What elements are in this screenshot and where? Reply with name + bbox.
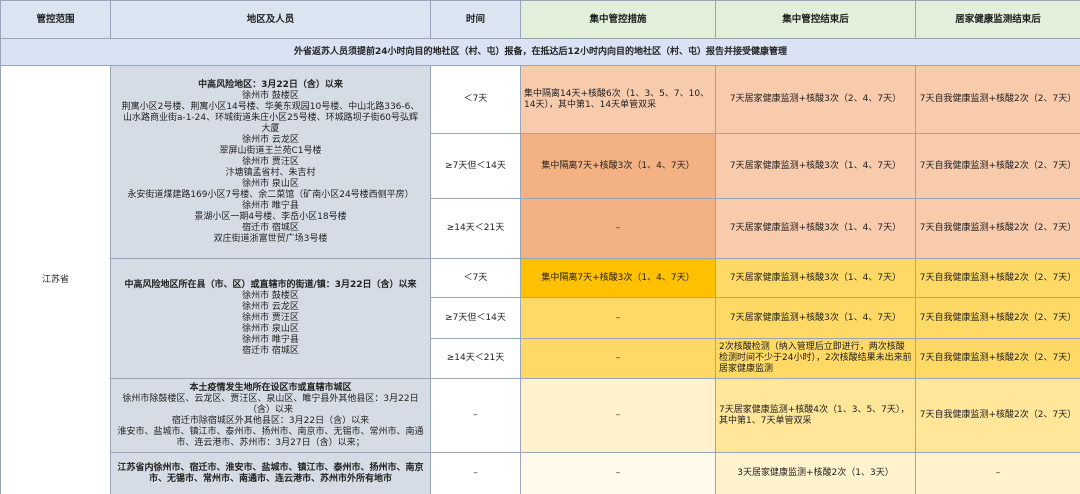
area-line: 徐州市 贾汪区 (242, 313, 299, 323)
home-cell: 7天自我健康监测+核酸2次（2、7天） (915, 338, 1080, 379)
area-line: 徐州市 泉山区 (242, 178, 299, 189)
header-row: 管控范围 地区及人员 时间 集中管控措施 集中管控结束后 居家健康监测结束后 (0, 0, 1080, 39)
area-line: 宿迁市除宿城区外其他县区：3月22日（含）以来 (171, 415, 370, 426)
after-cell: 7天居家健康监测+核酸3次（1、4、7天） (715, 258, 916, 298)
measure-cell: 集中隔离14天+核酸6次（1、3、5、7、10、14天），其中第1、14天单管双… (520, 65, 716, 134)
data-row: 中高风险地区所在县（市、区）或直辖市的街道/镇：3月22日（含）以来 徐州市 鼓楼… (1, 258, 1080, 379)
home-cell: 7天自我健康监测+核酸2次（2、7天） (915, 198, 1080, 259)
data-row: ≥14天＜21天 –2次核酸检测（纳入管理后立即进行，两次核酸检测时间不少于24小… (1, 338, 1080, 379)
area-line: 景湖小区一期4号楼、李岳小区18号楼 (194, 211, 347, 222)
home-cell: 7天自我健康监测+核酸2次（2、7天） (915, 297, 1080, 339)
notice: 外省返苏人员须提前24小时向目的地社区（村、屯）报备，在抵达后12小时内向目的地… (0, 38, 1080, 66)
header-cell: 居家健康监测结束后 (915, 0, 1080, 39)
header-cell: 管控范围 (0, 0, 111, 39)
area-line: 双庄街道浙富世贸广场3号楼 (213, 233, 328, 244)
after-cell: 2次核酸检测（纳入管理后立即进行，两次核酸检测时间不少于24小时），2次核酸结果… (715, 338, 916, 379)
time: ＜7天 (430, 65, 521, 134)
area-line: 徐州市 睢宁县 (242, 335, 299, 345)
time: – (430, 378, 521, 453)
region: 江苏省 (0, 65, 111, 494)
area-line: 宿迁市 宿城区 (242, 222, 299, 233)
area-line: 徐州市 泉山区 (242, 324, 299, 334)
home-cell: 7天自我健康监测+核酸2次（2、7天） (915, 258, 1080, 298)
data-row: ≥14天＜21天 –7天居家健康监测+核酸3次（1、4、7天） 7天自我健康监测+核… (1, 198, 1080, 259)
after-cell: 7天居家健康监测+核酸3次（2、4、7天） (715, 65, 916, 134)
area-line: 本土疫情发生地所在设区市或直辖市城区 (189, 382, 352, 393)
after-cell: 7天居家健康监测+核酸4次（1、3、5、7天），其中第1、7天单管双采 (715, 378, 916, 453)
area-cell: 中高风险地区所在县（市、区）或直辖市的街道/镇：3月22日（含）以来 徐州市 鼓楼… (110, 258, 431, 379)
measure-cell: – (520, 452, 716, 494)
header-cell: 地区及人员 (110, 0, 431, 39)
area-line: 翠屏山街道王兰苑C1号楼 (219, 145, 322, 156)
area-line: 山水路商业街a-1-24、环城街道朱庄小区25号楼、环城路坝子街60号弘辉 (122, 112, 419, 123)
area-line: 永安街道煤建路169小区7号楼、余二菜馆（矿南小区24号楼西侧平房） (127, 189, 414, 200)
measure-cell: – (520, 378, 716, 453)
area-line: 大厦 (261, 123, 280, 134)
data-row: 本土疫情发生地所在设区市或直辖市城区 徐州市除鼓楼区、云龙区、贾汪区、泉山区、睢宁… (1, 378, 1080, 453)
area-line: 徐州市除鼓楼区、云龙区、贾汪区、泉山区、睢宁县外其他县区：3月22日（含）以来 (122, 393, 419, 415)
time: ＜7天 (430, 258, 521, 298)
area-line: 徐州市 鼓楼区 (242, 291, 299, 301)
header-cell: 集中管控措施 (520, 0, 716, 39)
after-cell: 7天居家健康监测+核酸3次（1、4、7天） (715, 133, 916, 199)
time: – (430, 452, 521, 494)
data-row: 江苏省内徐州市、宿迁市、淮安市、盐城市、镇江市、泰州市、扬州市、南京市、无锡市、… (1, 452, 1080, 494)
area-line: 汴塘镇孟省村、朱吉村 (225, 167, 316, 178)
home-cell: 7天自我健康监测+核酸2次（2、7天） (915, 65, 1080, 134)
home-cell: – (915, 452, 1080, 494)
time: ≥14天＜21天 (430, 198, 521, 259)
time: ≥14天＜21天 (430, 338, 521, 379)
area-line: 江苏省内徐州市、宿迁市、淮安市、盐城市、镇江市、泰州市、扬州市、南京市、无锡市、… (117, 462, 424, 484)
measure-cell: – (520, 338, 716, 379)
area-cell: 江苏省内徐州市、宿迁市、淮安市、盐城市、镇江市、泰州市、扬州市、南京市、无锡市、… (110, 452, 431, 494)
area-line: 宿迁市 宿城区 (242, 346, 299, 356)
area-line: 中高风险地区所在县（市、区）或直辖市的街道/镇：3月22日（含）以来 (124, 280, 417, 290)
time: ≥7天但＜14天 (430, 133, 521, 199)
area-line: 徐州市 睢宁县 (242, 200, 299, 211)
area-line: 中高风险地区：3月22日（含）以来 (198, 79, 343, 90)
measure-cell: 集中隔离7天+核酸3次（1、4、7天） (520, 133, 716, 199)
after-cell: 7天居家健康监测+核酸3次（1、4、7天） (715, 297, 916, 339)
home-cell: 7天自我健康监测+核酸2次（2、7天） (915, 133, 1080, 199)
area-line: 徐州市 云龙区 (242, 134, 299, 145)
header-cell: 时间 (430, 0, 521, 39)
area-line: 荆寓小区2号楼、荆寓小区14号楼、华美东观园10号楼、中山北路336-6、 (121, 101, 420, 112)
measure-cell: 集中隔离7天+核酸3次（1、4、7天） (520, 258, 716, 298)
data-row: ≥7天但＜14天 –7天居家健康监测+核酸3次（1、4、7天） 7天自我健康监测+核… (1, 297, 1080, 339)
time: ≥7天但＜14天 (430, 297, 521, 339)
area-line: 徐州市 贾汪区 (242, 156, 299, 167)
area-line: 徐州市 鼓楼区 (242, 90, 299, 101)
notice-row: 外省返苏人员须提前24小时向目的地社区（村、屯）报备，在抵达后12小时内向目的地… (0, 38, 1080, 66)
area-cell: 中高风险地区：3月22日（含）以来 徐州市 鼓楼区 荆寓小区2号楼、荆寓小区14号楼… (110, 65, 431, 259)
measure-cell: – (520, 297, 716, 339)
home-cell: 7天自我健康监测+核酸2次（2、7天） (915, 378, 1080, 453)
area-line: 徐州市 云龙区 (242, 302, 299, 312)
header-cell: 集中管控结束后 (715, 0, 916, 39)
measure-cell: – (520, 198, 716, 259)
after-cell: 7天居家健康监测+核酸3次（1、4、7天） (715, 198, 916, 259)
area-cell: 本土疫情发生地所在设区市或直辖市城区 徐州市除鼓楼区、云龙区、贾汪区、泉山区、睢宁… (110, 378, 431, 453)
data-row: ≥7天但＜14天 集中隔离7天+核酸3次（1、4、7天） 7天居家健康监测+核酸3次… (1, 133, 1080, 199)
data-row: 江苏省 中高风险地区：3月22日（含）以来 徐州市 鼓楼区 荆寓小区2号楼、荆寓小区1… (0, 65, 1080, 494)
area-line: 淮安市、盐城市、镇江市、泰州市、扬州市、南京市、无锡市、常州市、南通市、连云港市… (117, 426, 424, 448)
after-cell: 3天居家健康监测+核酸2次（1、3天） (715, 452, 916, 494)
